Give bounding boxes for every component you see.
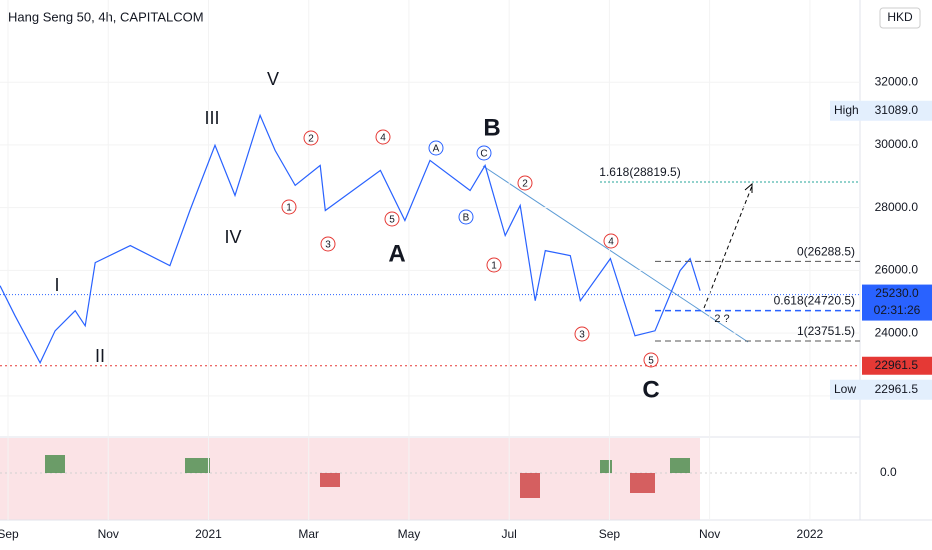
wave-circle: [517, 175, 533, 191]
low-name: Low: [834, 382, 856, 396]
wave-label: B: [483, 114, 500, 141]
projection-arrow: [703, 185, 753, 309]
wave-label: I: [54, 275, 59, 295]
x-tick-label: Nov: [98, 527, 119, 541]
trend-line: [482, 165, 749, 343]
currency[interactable]: HKD: [887, 10, 913, 24]
wave-label: V: [267, 69, 279, 89]
wave-circle: [428, 140, 444, 156]
wave-circle: [643, 352, 659, 368]
wave-label: II: [95, 346, 105, 366]
wave-label: B: [463, 213, 470, 224]
low-axis-label: 22961.5: [875, 358, 919, 372]
wave-circle: [486, 257, 502, 273]
wave-circle: [384, 211, 400, 227]
low-box: [862, 356, 932, 375]
wave-circle: [375, 129, 391, 145]
x-tick-label: Sep: [0, 527, 19, 541]
wave-label: 1: [286, 203, 292, 214]
wave-label: C: [480, 149, 487, 160]
low-value: 22961.5: [875, 382, 919, 396]
high-name: High: [834, 103, 859, 117]
price-line: [0, 113, 701, 365]
currency-box[interactable]: [879, 7, 921, 29]
fib-label: 1.618(28819.5): [599, 165, 680, 179]
wave-label: A: [433, 144, 440, 155]
low-badge: [830, 379, 932, 400]
wave-label: 2: [522, 179, 528, 190]
wave-label: A: [388, 240, 405, 267]
last-price-label: 25230.0: [875, 286, 919, 300]
y-tick-label: 24000.0: [875, 325, 919, 339]
x-tick-label: 2021: [195, 527, 222, 541]
x-tick-label: 2022: [797, 527, 824, 541]
wave-label: 1: [491, 261, 497, 272]
wave-label: 2: [308, 134, 314, 145]
wave-label: 3: [579, 330, 585, 341]
indicator-bars: [45, 455, 690, 498]
wave-label: 4: [608, 237, 614, 248]
high-badge: [830, 100, 932, 121]
x-tick-label: Nov: [699, 527, 720, 541]
x-tick-label: May: [398, 527, 421, 541]
wave-circle: [281, 199, 297, 215]
wave-circle: [476, 145, 492, 161]
y-tick-label: 28000.0: [875, 200, 919, 214]
wave-circle: [320, 236, 336, 252]
last-price-box: [862, 284, 932, 321]
wave-label: 3: [325, 240, 331, 251]
wave-label: C: [642, 376, 659, 403]
wave-circle: [458, 209, 474, 225]
fib-label: 0.618(24720.5): [774, 294, 855, 308]
fib-label: 1(23751.5): [797, 324, 855, 338]
countdown: 02:31:26: [874, 303, 921, 317]
x-tick-label: Jul: [502, 527, 517, 541]
wave-label: III: [204, 108, 219, 128]
fib-label: 0(26288.5): [797, 245, 855, 259]
indicator-band: [0, 438, 700, 520]
x-tick-label: Sep: [599, 527, 621, 541]
indicator-zero-label: 0.0: [880, 465, 897, 479]
wave-circle: [603, 233, 619, 249]
x-tick-label: Mar: [298, 527, 319, 541]
wave-circle: [303, 130, 319, 146]
wave-label: 5: [389, 215, 395, 226]
wave-circle: [574, 326, 590, 342]
arrow-head: [744, 182, 753, 193]
y-tick-label: 32000.0: [875, 74, 919, 88]
wave-label: 5: [648, 356, 654, 367]
wave-label: 4: [380, 133, 386, 144]
chart-title: Hang Seng 50, 4h, CAPITALCOM: [8, 9, 204, 24]
high-value: 31089.0: [875, 103, 919, 117]
wave-label: 2 ?: [714, 313, 729, 325]
y-tick-label: 30000.0: [875, 137, 919, 151]
wave-label: IV: [224, 227, 241, 247]
y-tick-label: 26000.0: [875, 263, 919, 277]
